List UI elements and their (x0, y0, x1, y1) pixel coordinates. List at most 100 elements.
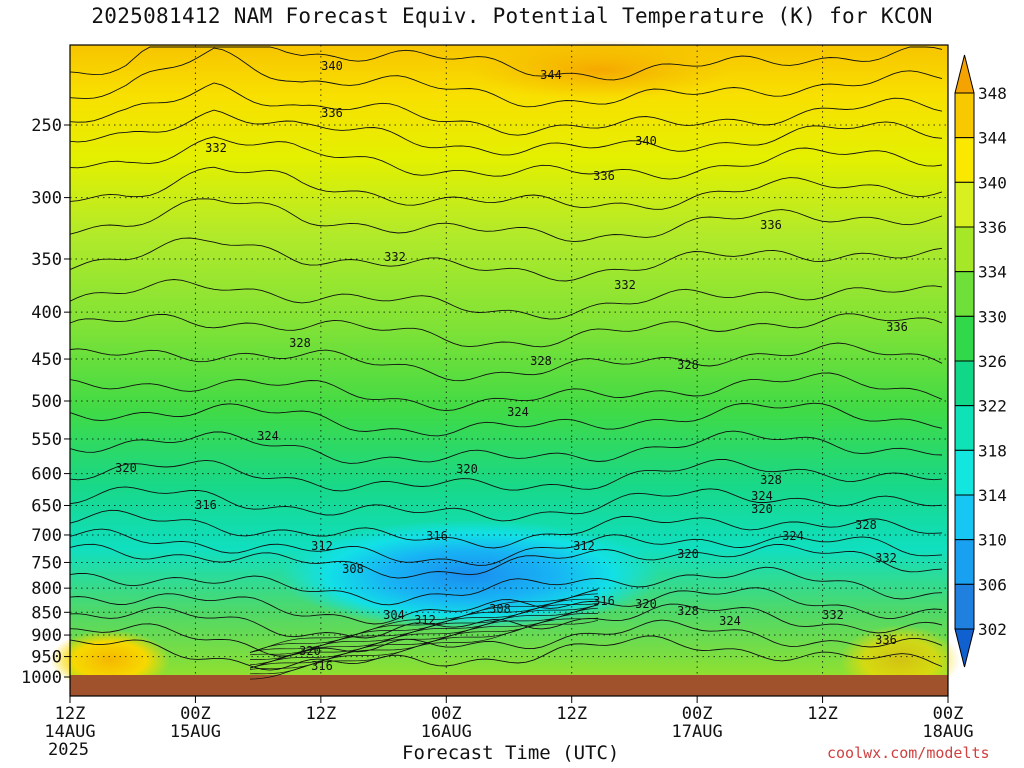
contour-line (69, 486, 943, 522)
contour-label: 332 (614, 278, 636, 292)
contour-lines (69, 46, 943, 680)
contour-line (69, 458, 943, 492)
y-tick-label: 550 (31, 430, 62, 450)
x-tick-date: 14AUG (44, 722, 95, 742)
contour-label: 308 (342, 562, 364, 576)
contour-line (69, 342, 943, 382)
colorbar-swatch (954, 405, 975, 451)
contour-label: 332 (384, 250, 406, 264)
colorbar-label: 336 (978, 218, 1007, 237)
colorbar-label: 348 (978, 84, 1007, 103)
contour-label: 332 (822, 608, 844, 622)
contour-label: 324 (782, 529, 804, 543)
contour-label: 320 (456, 462, 478, 476)
contour-line (69, 430, 943, 464)
contour-line (249, 604, 599, 669)
contour-line (69, 587, 943, 625)
contour-line (69, 313, 943, 348)
x-tick-label: 00Z (180, 704, 211, 724)
contour-label: 336 (760, 218, 782, 232)
contour-line (249, 604, 599, 669)
y-tick-label: 600 (31, 465, 62, 485)
contour-label: 324 (257, 429, 279, 443)
y-tick-label: 500 (31, 392, 62, 412)
contour-line (249, 604, 599, 666)
contour-line (69, 528, 943, 566)
colorbar-swatch (954, 315, 975, 362)
colorbar-swatch (954, 92, 975, 139)
y-axis: 250 300 350 400 450 500 550 600 650 700 750 800 850 9… (21, 116, 70, 688)
y-tick-label: 250 (31, 116, 62, 136)
contour-line (69, 109, 943, 156)
y-tick-label: 300 (31, 189, 62, 209)
contour-line (69, 46, 943, 81)
contour-label: 316 (311, 659, 333, 673)
contour-label: 332 (205, 141, 227, 155)
contour-line (69, 237, 943, 282)
colorbar-swatch (954, 449, 975, 496)
y-tick-label: 800 (31, 579, 62, 599)
colorbar-arrow-bottom (954, 628, 975, 668)
contour-label: 312 (573, 539, 595, 553)
contour-label: 308 (489, 602, 511, 616)
colorbar-label: 340 (978, 173, 1007, 192)
ground-surface (70, 675, 948, 696)
contour-line (69, 635, 943, 671)
x-axis-label: Forecast Time (UTC) (402, 742, 620, 764)
colorbar-swatch (954, 137, 975, 183)
contour-line (249, 619, 599, 680)
contour-label: 312 (414, 613, 436, 627)
contour-label: 336 (593, 169, 615, 183)
colorbar-label: 326 (978, 352, 1007, 371)
contour-line (69, 509, 943, 549)
contour-line (69, 82, 943, 136)
x-tick-label: 12Z (55, 704, 86, 724)
colorbar-arrow-top (954, 54, 975, 94)
colorbar-label: 310 (978, 531, 1007, 550)
contour-line (69, 372, 943, 412)
contour-label: 328 (855, 518, 877, 532)
contour-line (69, 136, 943, 180)
contour-line (249, 588, 599, 653)
chart-title: 2025081412 NAM Forecast Equiv. Potential… (91, 4, 933, 28)
y-tick-label: 750 (31, 553, 62, 573)
x-tick-label: 12Z (556, 704, 587, 724)
x-tick-label: 12Z (807, 704, 838, 724)
contour-line (69, 619, 943, 657)
credit-link[interactable]: coolwx.com/modelts (827, 744, 990, 762)
colorbar-swatch (954, 181, 975, 228)
contour-line (69, 566, 943, 606)
contour-label: 316 (195, 498, 217, 512)
contour-label: 336 (875, 633, 897, 647)
contour-label: 328 (760, 473, 782, 487)
contour-label: 316 (426, 529, 448, 543)
colorbar-swatch (954, 494, 975, 541)
colorbar-swatch (954, 583, 975, 630)
x-tick-date: 17AUG (672, 722, 723, 742)
contour-line (69, 47, 943, 108)
contour-line (69, 198, 943, 243)
contour-label: 328 (530, 354, 552, 368)
y-tick-label: 450 (31, 350, 62, 370)
contour-line (69, 402, 943, 437)
contour-line (69, 279, 943, 320)
contour-label: 320 (751, 502, 773, 516)
x-tick-date: 18AUG (922, 722, 973, 742)
contour-label: 340 (635, 134, 657, 148)
colorbar-swatch (954, 226, 975, 273)
colorbar-label: 330 (978, 307, 1007, 326)
y-tick-label: 900 (31, 626, 62, 646)
x-tick-label: 00Z (431, 704, 462, 724)
contour-line (69, 166, 943, 210)
x-tick-label: 00Z (933, 704, 964, 724)
y-tick-label: 650 (31, 496, 62, 516)
contour-label: 320 (115, 461, 137, 475)
contour-label: 328 (677, 604, 699, 618)
plot-frame (69, 44, 949, 697)
colorbar-swatch (954, 539, 975, 585)
contour-line (69, 603, 943, 639)
colorbar-label: 302 (978, 620, 1007, 639)
contour-label: 324 (507, 405, 529, 419)
